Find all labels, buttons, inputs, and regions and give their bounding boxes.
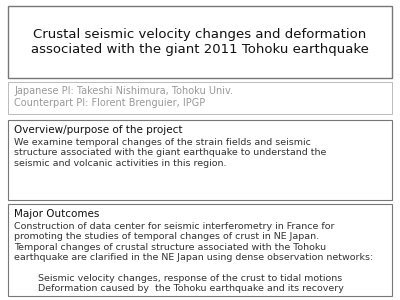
FancyBboxPatch shape [8, 6, 392, 78]
Text: We examine temporal changes of the strain fields and seismic
structure associate: We examine temporal changes of the strai… [14, 138, 326, 168]
Text: Overview/purpose of the project: Overview/purpose of the project [14, 125, 182, 135]
Text: Major Outcomes: Major Outcomes [14, 209, 99, 219]
Text: Japanese PI: Takeshi Nishimura, Tohoku Univ.
Counterpart PI: Florent Brenguier, : Japanese PI: Takeshi Nishimura, Tohoku U… [14, 86, 233, 108]
Text: Construction of data center for seismic interferometry in France for
promoting t: Construction of data center for seismic … [14, 222, 373, 262]
FancyBboxPatch shape [8, 204, 392, 296]
Text: Crustal seismic velocity changes and deformation
associated with the giant 2011 : Crustal seismic velocity changes and def… [31, 28, 369, 56]
Text: Seismic velocity changes, response of the crust to tidal motions
        Deforma: Seismic velocity changes, response of th… [14, 274, 344, 293]
FancyBboxPatch shape [8, 120, 392, 200]
FancyBboxPatch shape [8, 82, 392, 114]
